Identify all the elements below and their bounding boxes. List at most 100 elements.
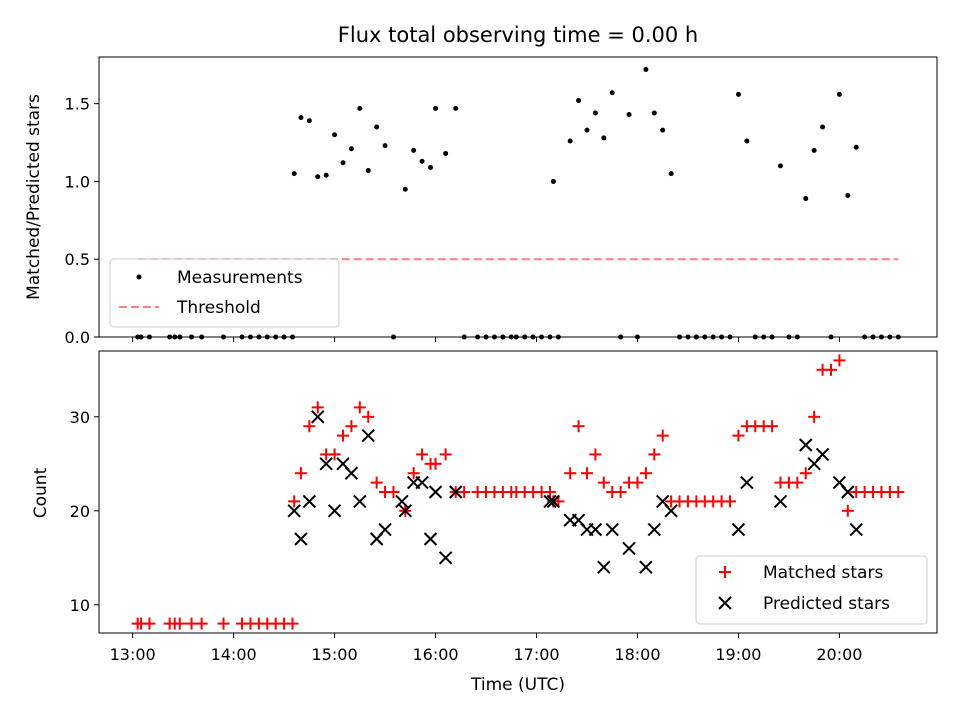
- bottom-y-tick-label: 30: [70, 408, 90, 427]
- legend-measurements-marker: [136, 274, 142, 280]
- predicted-stars-point: [423, 532, 438, 546]
- top-y-tick-label: 0.0: [65, 328, 90, 347]
- predicted-stars-point: [344, 466, 359, 480]
- predicted-stars-point: [327, 504, 342, 518]
- measurement-point: [323, 172, 329, 178]
- predicted-stars-point: [622, 541, 636, 556]
- predicted-stars-point: [361, 428, 375, 443]
- top-y-tick-label: 1.5: [65, 95, 90, 114]
- measurement-point: [357, 105, 363, 111]
- matched-stars-point: [580, 467, 593, 480]
- predicted-stars-point: [398, 504, 412, 518]
- x-tick-label: 18:00: [614, 645, 660, 664]
- x-tick-label: 19:00: [715, 645, 761, 664]
- predicted-stars-point: [319, 457, 333, 471]
- predicted-stars-point: [415, 475, 429, 490]
- predicted-stars-point: [449, 485, 463, 499]
- measurement-point: [550, 178, 556, 184]
- legend-threshold-label: Threshold: [176, 298, 261, 318]
- predicted-stars-point: [438, 551, 453, 565]
- matched-stars-point: [370, 476, 383, 489]
- matched-stars-point: [416, 448, 429, 461]
- matched-stars-point: [217, 617, 230, 630]
- top-y-ticks: 0.0 0.5 1.0 1.5: [65, 95, 99, 347]
- bottom-marks: [131, 354, 905, 630]
- legend-predicted-label: Predicted stars: [763, 594, 890, 614]
- measurement-point: [609, 90, 615, 96]
- matched-stars-point: [387, 486, 400, 498]
- x-tick-label: 14:00: [211, 645, 257, 664]
- measurement-point: [306, 118, 312, 124]
- predicted-stars-point: [302, 494, 317, 509]
- measurement-point: [584, 127, 590, 133]
- bottom-legend: Matched stars Predicted stars: [695, 555, 928, 625]
- measurement-point: [651, 110, 657, 116]
- measurement-point: [433, 105, 439, 111]
- measurement-point: [411, 147, 417, 153]
- legend-measurements-label: Measurements: [177, 268, 303, 288]
- predicted-stars-point: [395, 494, 409, 509]
- matched-stars-point: [892, 486, 905, 498]
- measurement-point: [836, 91, 842, 97]
- matched-stars-point: [808, 410, 821, 423]
- predicted-stars-point: [294, 532, 308, 546]
- predicted-stars-point: [799, 438, 813, 452]
- bottom-x-ticks: 13:00 14:00 15:00 16:00 17:00 18:00 19:00 20:00: [110, 633, 862, 664]
- measurement-point: [576, 98, 582, 104]
- x-axis-label: Time (UTC): [470, 675, 565, 695]
- predicted-stars-point: [647, 522, 662, 537]
- matched-stars-point: [345, 420, 358, 433]
- predicted-stars-point: [841, 485, 855, 499]
- matched-stars-point: [656, 429, 669, 442]
- bottom-panel: 10 20 30 13:00 14:00 15:00 16:00 17:00 18:00 19:…: [31, 350, 938, 695]
- measurement-point: [382, 143, 388, 149]
- predicted-stars-point: [740, 475, 754, 490]
- measurement-point: [374, 124, 380, 130]
- predicted-stars-point: [378, 522, 392, 537]
- measurement-point: [668, 171, 674, 177]
- measurement-point: [811, 147, 817, 153]
- measurement-point: [845, 192, 851, 198]
- matched-stars-point: [639, 467, 652, 480]
- matched-stars-point: [824, 363, 837, 376]
- matched-stars-point: [799, 467, 812, 480]
- bottom-axes-frame: [98, 350, 938, 634]
- top-y-axis-label: Matched/Predicted stars: [24, 94, 44, 300]
- matched-stars-point: [362, 410, 375, 423]
- matched-stars-point: [631, 476, 644, 489]
- measurement-point: [348, 146, 354, 152]
- matched-stars-point: [439, 448, 452, 461]
- matched-stars-point: [407, 467, 420, 480]
- measurement-point: [315, 174, 321, 180]
- matched-stars-point: [286, 617, 299, 630]
- x-tick-label: 20:00: [816, 645, 862, 664]
- x-tick-label: 13:00: [110, 645, 156, 664]
- matched-stars-point: [185, 617, 198, 630]
- measurement-point: [567, 138, 573, 144]
- matched-stars-point: [564, 467, 577, 480]
- measurement-point: [365, 168, 371, 174]
- matched-stars-point: [589, 448, 602, 461]
- bottom-y-axis-label: Count: [31, 467, 51, 518]
- predicted-stars-point: [588, 522, 603, 537]
- matched-stars-point: [597, 476, 610, 489]
- measurement-point: [643, 66, 649, 72]
- bottom-legend-box: [695, 555, 928, 625]
- predicted-stars-point: [849, 522, 863, 537]
- top-y-tick-label: 0.5: [65, 250, 90, 269]
- matched-stars-point: [294, 467, 307, 480]
- matched-stars-point: [173, 617, 186, 630]
- top-panel: 0.0 0.5 1.0 1.5 Matched/Predicted stars Mea…: [24, 56, 938, 347]
- matched-stars-point: [572, 420, 585, 433]
- measurement-point: [453, 105, 459, 111]
- measurement-point: [340, 160, 346, 166]
- matched-stars-point: [543, 486, 556, 498]
- x-tick-label: 15:00: [312, 645, 358, 664]
- measurement-point: [660, 127, 666, 133]
- matched-stars-point: [328, 448, 341, 461]
- matched-stars-point: [841, 504, 854, 517]
- measurement-point: [291, 171, 297, 177]
- measurement-point: [853, 144, 859, 150]
- top-x-ticks: [132, 337, 840, 342]
